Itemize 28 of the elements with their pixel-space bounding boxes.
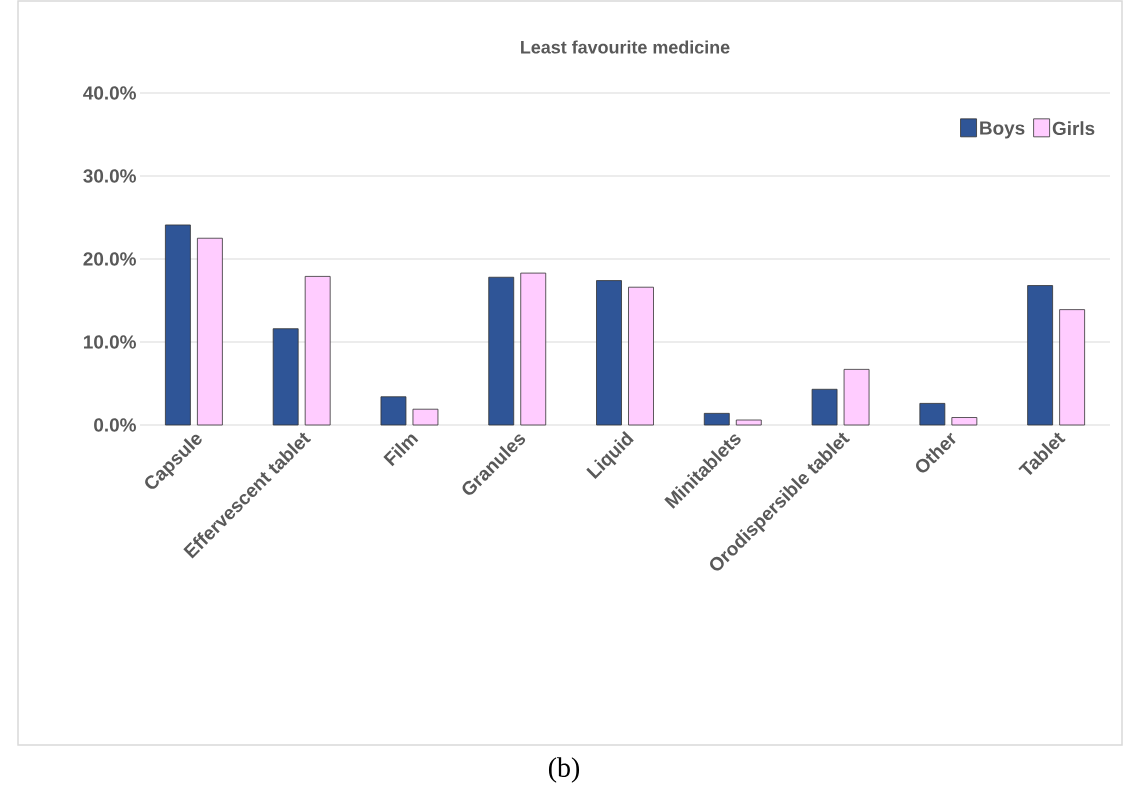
y-tick-label: 0.0% — [94, 418, 136, 432]
bar — [811, 388, 838, 426]
bar — [1027, 285, 1054, 426]
bar — [843, 368, 870, 426]
bar — [165, 224, 191, 426]
bar — [488, 276, 515, 426]
bar — [520, 272, 547, 426]
bar — [703, 412, 730, 426]
bar — [304, 276, 331, 426]
bar — [596, 280, 622, 426]
bar — [1059, 309, 1086, 426]
y-tick-label: 10.0% — [84, 335, 136, 349]
y-tick-label: 40.0% — [83, 86, 136, 100]
legend-label: Boys — [980, 121, 1025, 139]
y-tick-label: 20.0% — [83, 252, 136, 266]
bar — [272, 328, 299, 426]
bar — [412, 408, 439, 426]
chart-title: Least favourite medicine — [521, 40, 730, 54]
x-tick-label: Film — [383, 434, 419, 467]
text: (b) — [548, 757, 580, 783]
bar — [197, 237, 223, 426]
bar — [380, 396, 407, 426]
bar — [951, 417, 978, 426]
y-tick-label: 30.0% — [83, 169, 136, 183]
bar — [628, 286, 654, 426]
bar — [919, 403, 946, 426]
bar — [735, 419, 762, 426]
legend-label: Girls — [1052, 121, 1095, 136]
